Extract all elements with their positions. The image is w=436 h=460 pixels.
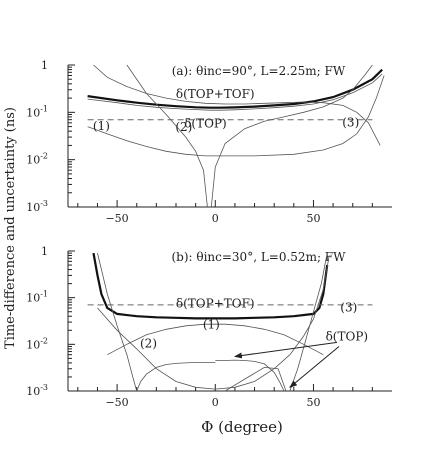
panel-a-y-tick-label: 10-2: [26, 152, 48, 167]
panel-a-x-tick-label: 50: [306, 212, 320, 225]
panel-a-annotation: δ(TOP): [184, 116, 227, 130]
panel-a-annotation: δ(TOP+TOF): [176, 87, 255, 101]
panel-b-y-tick-label: 10-3: [26, 383, 48, 398]
panel-b-arrow: [289, 346, 340, 388]
panel-b-series-curve-2-left: [97, 253, 138, 392]
panel-b-series-curve-2-right: [136, 361, 216, 392]
panel-a-annotation: (1): [93, 119, 110, 133]
panel-b-y-tick-label: 10-2: [26, 336, 48, 351]
panel-b-annotation: (1): [203, 317, 220, 331]
panel-b-annotation: (2): [140, 337, 157, 351]
panel-b-arrow: [233, 341, 338, 359]
panel-a-y-tick-label: 1: [41, 59, 48, 72]
panel-a-series-top-tof-thin: [87, 73, 383, 111]
panel-b-series-curve-5: [289, 253, 328, 392]
panel-a-y-tick-label: 10-3: [26, 199, 48, 214]
panel-b-annotation: δ(TOP+TOF): [176, 296, 255, 310]
panel-b-x-tick-label: 0: [212, 396, 219, 409]
panel-a-series-curve-3: [93, 64, 381, 146]
panel-a-x-tick-label: −50: [105, 212, 128, 225]
panel-b-series-curve-4: [224, 366, 287, 392]
panel-b-label: (b): θinc=30°, L=0.52m; FW: [171, 250, 346, 264]
panel-b-x-tick-label: −50: [105, 396, 128, 409]
panel-b-annotation: (3): [340, 301, 357, 315]
panel-a-label: (a): θinc=90°, L=2.25m; FW: [172, 64, 346, 78]
panel-b-y-tick-label: 10-1: [26, 290, 48, 305]
panel-b-series-curve-1: [107, 323, 324, 356]
panel-a-annotation: (3): [342, 116, 359, 130]
panel-b-y-tick-label: 1: [41, 245, 48, 258]
shared-y-axis-label: Time-difference and uncertainty (ns): [3, 107, 18, 349]
panel-b-annotation: δ(TOP): [326, 330, 369, 344]
panel-b-series-top-tof: [92, 252, 329, 320]
panel-a-series-curve-1: [87, 75, 385, 157]
panel-b-series-curve-2b: [215, 359, 285, 392]
panel-a-series-top-tof: [87, 68, 383, 109]
panel-a-x-tick-label: 0: [212, 212, 219, 225]
panel-b-x-tick-label: 50: [306, 396, 320, 409]
panel-a-y-tick-label: 10-1: [26, 104, 48, 119]
panel-a-annotation: (2): [175, 120, 192, 134]
panel-a-series-curve-2-right: [210, 64, 373, 208]
shared-x-axis-label: Φ (degree): [201, 418, 283, 436]
